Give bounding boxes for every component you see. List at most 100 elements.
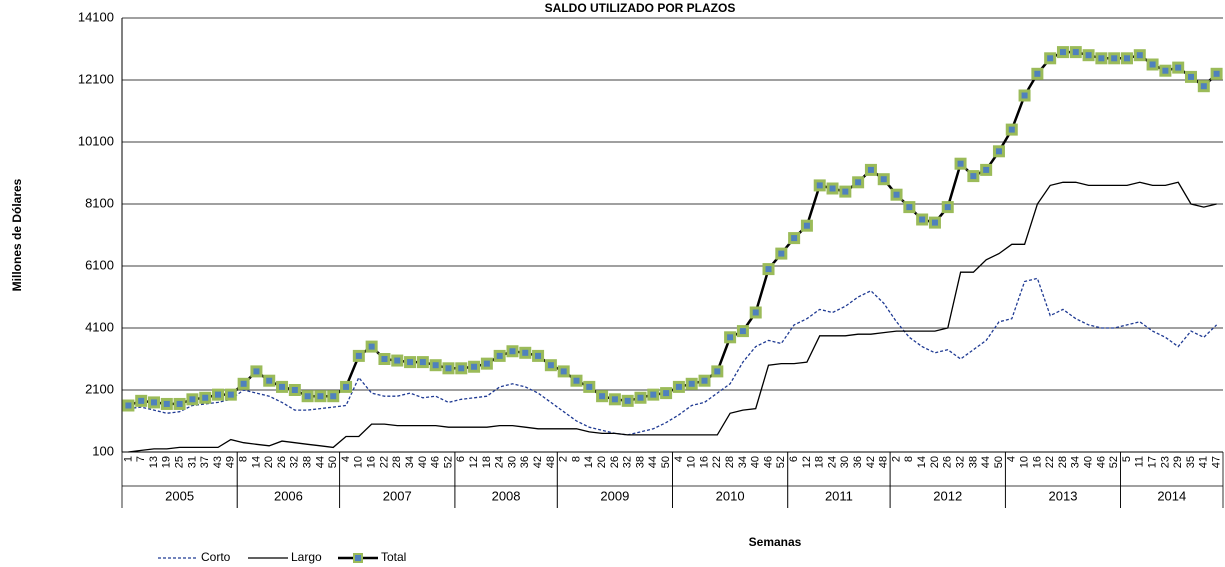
marker	[1120, 52, 1133, 65]
x-group-label: 2007	[383, 488, 412, 503]
x-tick-label: 50	[993, 456, 1005, 468]
marker	[327, 390, 340, 403]
series-line	[128, 181, 1217, 453]
x-tick-label: 1	[122, 456, 134, 462]
marker	[877, 173, 890, 186]
marker	[1172, 61, 1185, 74]
marker	[212, 388, 225, 401]
marker	[941, 201, 954, 214]
x-tick-label: 31	[186, 456, 198, 468]
x-group-label: 2006	[274, 488, 303, 503]
marker	[762, 263, 775, 276]
x-tick-label: 38	[302, 456, 314, 468]
x-tick-label: 25	[174, 456, 186, 468]
x-tick-label: 20	[263, 456, 275, 468]
marker	[800, 219, 813, 232]
marker	[519, 346, 532, 359]
x-tick-label: 8	[570, 456, 582, 462]
marker	[1082, 49, 1095, 62]
x-tick-label: 52	[775, 456, 787, 468]
x-tick-label: 40	[750, 456, 762, 468]
x-tick-label: 47	[1211, 456, 1223, 468]
x-group-label: 2008	[492, 488, 521, 503]
x-tick-label: 12	[468, 456, 480, 468]
marker	[928, 216, 941, 229]
marker	[314, 390, 327, 403]
x-tick-label: 16	[1031, 456, 1043, 468]
x-tick-label: 10	[1018, 456, 1030, 468]
marker	[698, 374, 711, 387]
x-tick-label: 34	[737, 456, 749, 468]
x-tick-label: 32	[954, 456, 966, 468]
x-tick-label: 44	[980, 456, 992, 468]
marker	[672, 380, 685, 393]
marker	[442, 362, 455, 375]
marker	[173, 397, 186, 410]
x-tick-label: 43	[212, 456, 224, 468]
x-tick-label: 46	[430, 456, 442, 468]
marker	[186, 393, 199, 406]
x-tick-label: 35	[1185, 456, 1197, 468]
y-tick-label: 6100	[85, 257, 114, 272]
x-tick-label: 42	[532, 456, 544, 468]
x-tick-label: 50	[327, 456, 339, 468]
marker	[903, 201, 916, 214]
marker	[570, 374, 583, 387]
x-tick-label: 48	[545, 456, 557, 468]
marker	[839, 185, 852, 198]
x-tick-label: 4	[673, 456, 685, 462]
marker	[1159, 64, 1172, 77]
x-tick-label: 18	[481, 456, 493, 468]
x-tick-label: 2	[558, 456, 570, 462]
x-tick-label: 30	[506, 456, 518, 468]
marker	[340, 380, 353, 393]
marker	[148, 396, 161, 409]
marker	[1044, 52, 1057, 65]
marker	[455, 362, 468, 375]
marker	[1069, 46, 1082, 59]
x-tick-label: 11	[1134, 456, 1146, 467]
x-tick-label: 7	[135, 456, 147, 462]
x-tick-label: 52	[442, 456, 454, 468]
marker	[1095, 52, 1108, 65]
x-tick-label: 29	[1172, 456, 1184, 468]
marker	[1133, 49, 1146, 62]
x-tick-label: 41	[1198, 456, 1210, 468]
marker	[301, 390, 314, 403]
x-tick-label: 28	[1057, 456, 1069, 468]
marker	[160, 397, 173, 410]
x-tick-label: 5	[1121, 456, 1133, 462]
x-tick-label: 52	[1108, 456, 1120, 468]
marker	[1184, 70, 1197, 83]
marker	[608, 393, 621, 406]
x-tick-label: 17	[1146, 456, 1158, 468]
x-tick-label: 14	[250, 456, 262, 468]
marker	[660, 387, 673, 400]
x-group-label: 2014	[1157, 488, 1186, 503]
marker	[916, 213, 929, 226]
x-group-label: 2012	[933, 488, 962, 503]
x-tick-label: 37	[199, 456, 211, 468]
marker	[391, 354, 404, 367]
marker	[1005, 123, 1018, 136]
marker	[775, 247, 788, 260]
x-tick-label: 40	[1082, 456, 1094, 468]
marker	[199, 391, 212, 404]
x-tick-label: 24	[494, 456, 506, 468]
x-tick-label: 14	[916, 456, 928, 468]
marker	[416, 356, 429, 369]
marker	[596, 390, 609, 403]
legend-marker	[353, 553, 363, 563]
marker	[724, 331, 737, 344]
legend-label: Corto	[201, 550, 231, 564]
marker	[685, 377, 698, 390]
marker	[736, 325, 749, 338]
x-tick-label: 42	[865, 456, 877, 468]
x-tick-label: 10	[353, 456, 365, 468]
y-tick-label: 8100	[85, 195, 114, 210]
marker	[263, 374, 276, 387]
marker	[711, 365, 724, 378]
marker	[647, 388, 660, 401]
legend-label: Total	[381, 550, 406, 564]
x-tick-label: 10	[686, 456, 698, 468]
